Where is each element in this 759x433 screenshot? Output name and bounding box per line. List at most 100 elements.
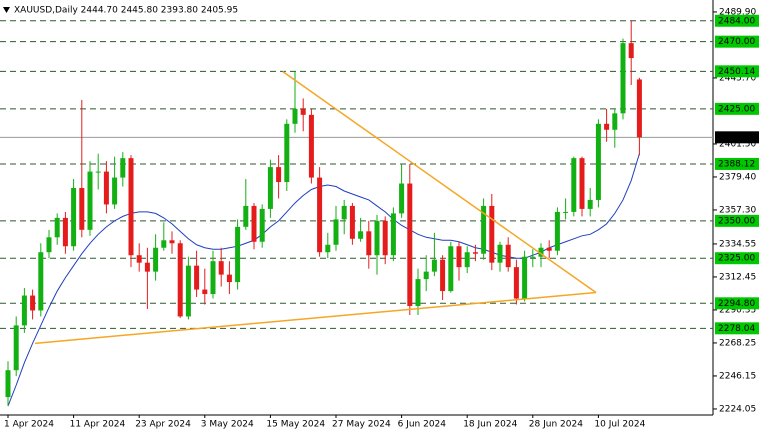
price-label-box xyxy=(715,131,759,144)
candle-body xyxy=(440,259,446,292)
candle-body xyxy=(579,158,585,209)
candle-body xyxy=(62,217,68,247)
candle-body xyxy=(300,108,306,115)
y-tick-label: 2357.30 xyxy=(719,205,756,215)
candle-body xyxy=(456,246,462,268)
x-tick-label: 1 Apr 2024 xyxy=(4,420,54,430)
level-label: 2425.00 xyxy=(718,104,755,114)
candle-body xyxy=(243,205,249,227)
candle-body xyxy=(513,267,519,299)
candle-body xyxy=(267,167,273,209)
candle-body xyxy=(177,243,183,317)
level-label-box xyxy=(715,14,759,27)
candle-body xyxy=(464,252,470,268)
candle-body xyxy=(103,171,109,205)
candle-body xyxy=(259,208,265,242)
level-label-box xyxy=(715,297,759,310)
candle-body xyxy=(161,240,167,248)
x-tick-label: 6 Jun 2024 xyxy=(398,420,447,430)
candle-body xyxy=(46,237,52,253)
trendline xyxy=(34,291,597,345)
candle-body xyxy=(481,205,487,254)
x-tick-label: 10 Jul 2024 xyxy=(594,420,645,430)
level-label-box xyxy=(715,252,759,265)
candle-body xyxy=(13,325,19,371)
candle-body xyxy=(358,231,364,239)
level-label: 2388.12 xyxy=(718,159,755,169)
candle-body xyxy=(620,43,626,114)
candle-body xyxy=(136,255,142,263)
candle-body xyxy=(366,231,372,256)
level-label: 2278.04 xyxy=(718,324,755,334)
candle-body xyxy=(5,370,11,398)
candle-body xyxy=(636,79,642,138)
x-tick-label: 18 Jun 2024 xyxy=(463,420,517,430)
level-label: 2325.00 xyxy=(718,254,755,264)
candle-body xyxy=(276,167,282,183)
y-tick-label: 2445.70 xyxy=(719,73,756,83)
candle-body xyxy=(210,261,216,295)
y-tick-label: 2246.15 xyxy=(719,371,756,381)
candle-body xyxy=(407,183,413,306)
candle-body xyxy=(79,188,85,230)
y-tick-label: 2290.35 xyxy=(719,305,756,315)
y-tick-label: 2489.90 xyxy=(719,7,756,17)
candle-body xyxy=(563,211,569,213)
candle-body xyxy=(120,158,126,178)
x-tick-label: 28 Jun 2024 xyxy=(529,420,583,430)
candle-body xyxy=(317,177,323,253)
candle-body xyxy=(226,274,232,283)
candle-body xyxy=(87,171,93,230)
candle-body xyxy=(349,205,355,239)
candle-body xyxy=(30,295,36,311)
y-tick-label: 2224.05 xyxy=(719,404,756,414)
candle-body xyxy=(554,211,560,251)
candle-body xyxy=(374,220,380,256)
candle-body xyxy=(587,199,593,209)
candle-body xyxy=(448,246,454,292)
level-label: 2450.14 xyxy=(718,67,755,77)
candle-body xyxy=(505,244,511,268)
candle-body xyxy=(185,265,191,317)
trendline xyxy=(282,70,597,294)
candle-body xyxy=(382,220,388,256)
chart-title: XAUUSD,Daily 2444.70 2445.80 2393.80 240… xyxy=(14,6,238,16)
candle-body xyxy=(546,247,552,251)
x-tick-label: 27 May 2024 xyxy=(332,420,391,430)
level-label-box xyxy=(715,35,759,48)
x-tick-label: 3 May 2024 xyxy=(201,420,254,430)
candle-body xyxy=(571,158,577,212)
candle-body xyxy=(95,171,101,173)
candle-body xyxy=(333,219,339,245)
candle-body xyxy=(628,43,634,59)
candle-body xyxy=(21,295,27,326)
candle-body xyxy=(38,252,44,311)
candle-body xyxy=(235,226,241,283)
x-tick-label: 23 Apr 2024 xyxy=(135,420,191,430)
level-label-box xyxy=(715,65,759,78)
x-tick-label: 11 Apr 2024 xyxy=(70,420,126,430)
level-label: 2470.00 xyxy=(718,37,755,47)
level-label-box xyxy=(715,214,759,227)
y-tick-label: 2268.25 xyxy=(719,338,756,348)
candle-body xyxy=(308,114,314,178)
level-label-box xyxy=(715,157,759,170)
y-tick-label: 2334.55 xyxy=(719,239,756,249)
candle-body xyxy=(431,259,437,272)
candle-body xyxy=(399,183,405,214)
candle-body xyxy=(284,123,290,183)
candle-body xyxy=(169,240,175,244)
y-tick-label: 2379.40 xyxy=(719,172,756,182)
candle-body xyxy=(325,244,331,253)
candle-body xyxy=(423,271,429,280)
candle-body xyxy=(415,279,421,306)
x-tick-label: 15 May 2024 xyxy=(266,420,325,430)
candle-body xyxy=(595,123,601,200)
candle-body xyxy=(292,108,298,124)
level-label: 2350.00 xyxy=(718,216,755,226)
candle-body xyxy=(530,256,536,258)
candle-body xyxy=(194,265,200,290)
candle-body xyxy=(497,244,503,263)
